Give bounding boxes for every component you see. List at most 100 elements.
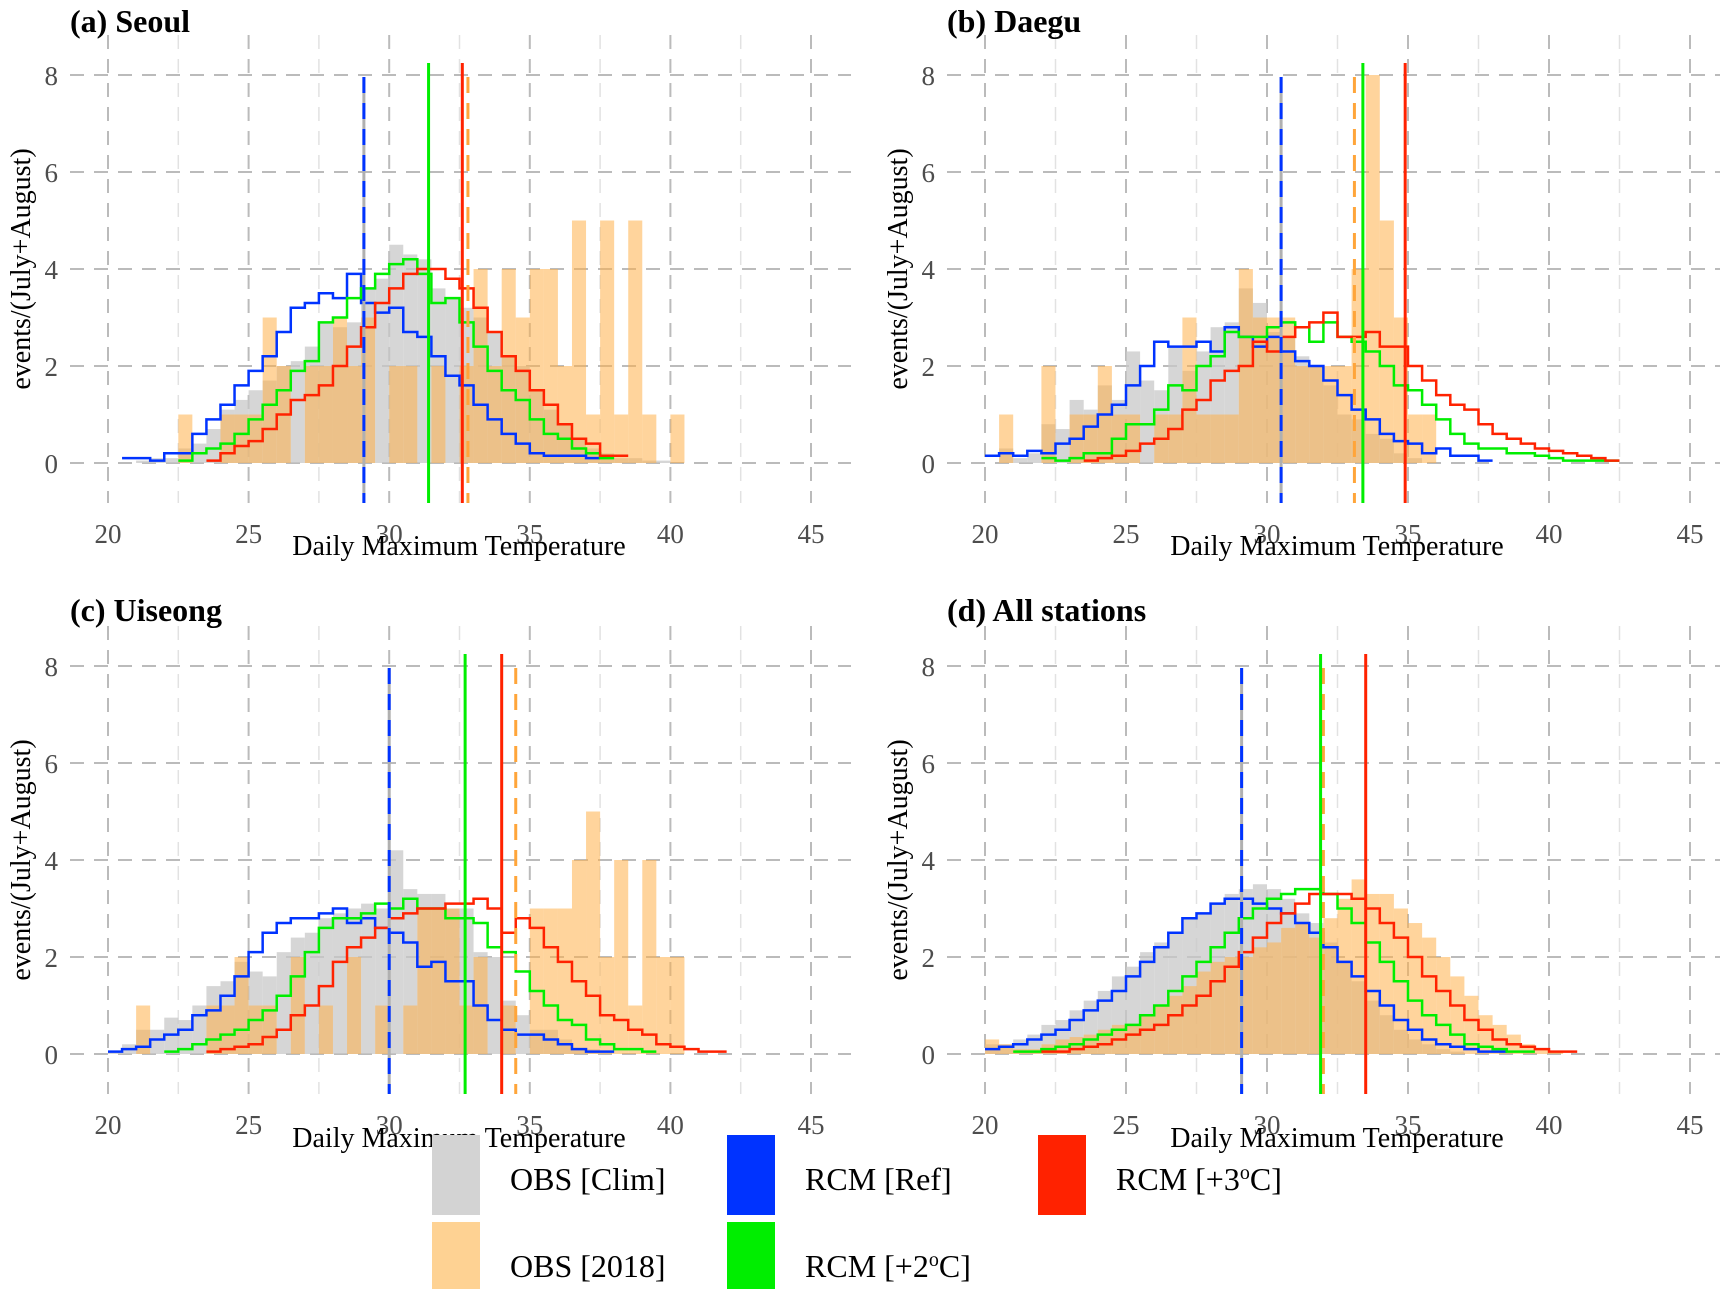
y-tick-label: 2 (45, 352, 59, 382)
bar-obs-2018 (543, 908, 558, 1054)
x-axis-label: Daily Maximum Temperature (292, 531, 625, 562)
bar-obs-2018 (1267, 317, 1282, 463)
bar-obs-2018 (318, 366, 333, 463)
bar-obs-2018 (248, 1005, 263, 1054)
y-tick-label: 0 (45, 1040, 59, 1070)
y-tick-label: 8 (45, 61, 59, 91)
x-tick-label: 20 (972, 519, 999, 549)
y-tick-label: 8 (45, 652, 59, 682)
bar-obs-2018 (1168, 414, 1183, 463)
bar-obs-2018 (1408, 414, 1423, 463)
y-tick-label: 4 (45, 846, 59, 876)
y-tick-label: 2 (45, 943, 59, 973)
step-rcm-ref (985, 897, 1507, 1053)
x-tick-label: 40 (657, 519, 684, 549)
step-rcm-plus2 (164, 897, 657, 1053)
bar-obs-2018 (178, 414, 193, 463)
y-tick-label: 0 (922, 1040, 936, 1070)
panel-title: (b) Daegu (947, 3, 1081, 39)
bar-obs-clim (389, 850, 404, 1054)
bar-obs-2018 (1365, 893, 1380, 1054)
legend-swatch-y2018 (432, 1222, 480, 1289)
x-axis-label: Daily Maximum Temperature (1170, 1123, 1503, 1154)
x-tick-label: 30 (1254, 1110, 1281, 1140)
bar-obs-clim (164, 458, 179, 463)
x-tick-label: 40 (657, 1110, 684, 1140)
x-tick-label: 35 (516, 519, 543, 549)
bar-obs-2018 (1408, 923, 1423, 1054)
x-tick-label: 25 (1113, 1110, 1140, 1140)
bar-obs-2018 (1520, 1044, 1535, 1054)
bar-obs-2018 (262, 1005, 277, 1054)
y-axis-label: events/(July+August) (883, 739, 914, 980)
bar-obs-clim (1140, 380, 1155, 463)
step-rcm-plus3 (206, 267, 629, 462)
y-tick-label: 2 (922, 352, 936, 382)
legend-label-y2018: OBS [2018] (510, 1248, 666, 1284)
legend-label-p3: RCM [+3oC] (1116, 1161, 1282, 1197)
step-rcm-plus2 (1041, 321, 1620, 462)
y-tick-label: 0 (922, 449, 936, 479)
bar-obs-clim (192, 1005, 207, 1054)
bar-obs-2018 (557, 366, 572, 463)
bar-obs-2018 (1323, 918, 1338, 1054)
bar-obs-2018 (642, 414, 657, 463)
bar-obs-2018 (332, 317, 348, 463)
x-axis-label: Daily Maximum Temperature (1170, 531, 1503, 562)
bar-obs-2018 (473, 269, 488, 463)
bar-obs-clim (304, 932, 319, 1054)
bar-obs-2018 (1154, 1005, 1169, 1054)
step-rcm-plus3 (1041, 892, 1578, 1053)
bar-obs-2018 (318, 1005, 333, 1054)
bar-obs-2018 (1379, 893, 1394, 1054)
bar-obs-2018 (375, 1005, 390, 1054)
bar-obs-2018 (403, 366, 418, 463)
bar-obs-2018 (220, 1005, 235, 1054)
bar-obs-2018 (1224, 414, 1239, 463)
bar-obs-clim (136, 460, 151, 463)
bar-obs-2018 (501, 269, 516, 463)
bar-obs-2018 (417, 908, 432, 1054)
bar-obs-2018 (600, 957, 615, 1054)
bar-obs-clim (375, 278, 390, 463)
x-tick-label: 20 (972, 1110, 999, 1140)
bar-obs-2018 (431, 908, 446, 1054)
bar-obs-clim (290, 361, 305, 463)
bar-obs-2018 (1083, 414, 1098, 463)
bar-obs-clim (1013, 458, 1028, 463)
panel-3: 20 25 30 35 40 45 0 2 4 6 8 (d) All stations Daily M… (883, 592, 1720, 1154)
bar-obs-2018 (403, 1005, 418, 1054)
y-tick-label: 0 (45, 449, 59, 479)
bar-obs-clim (1027, 453, 1042, 463)
panel-title: (d) All stations (947, 592, 1146, 628)
bar-obs-2018 (1083, 1034, 1098, 1054)
bar-obs-2018 (1534, 1049, 1549, 1054)
bar-obs-2018 (1196, 414, 1211, 463)
bar-obs-2018 (290, 957, 305, 1054)
bar-obs-2018 (1210, 961, 1225, 1054)
bar-obs-2018 (347, 366, 362, 463)
bar-obs-clim (332, 913, 348, 1054)
y-tick-label: 4 (922, 255, 936, 285)
x-tick-label: 20 (95, 519, 122, 549)
bar-obs-2018 (1252, 947, 1267, 1054)
y-axis-label: events/(July+August) (6, 148, 37, 389)
bar-obs-2018 (1041, 366, 1056, 463)
bar-obs-clim (206, 429, 221, 463)
bar-obs-2018 (1450, 976, 1465, 1054)
legend-swatch-p2 (727, 1222, 775, 1289)
bar-obs-2018 (1323, 366, 1338, 463)
bar-obs-2018 (136, 1005, 151, 1054)
legend-swatch-p3 (1038, 1135, 1086, 1215)
y-tick-label: 6 (922, 158, 936, 188)
bar-obs-2018 (670, 414, 685, 463)
panel-1: 20 25 30 35 40 45 0 2 4 6 8 (b) Daegu Daily Maximum … (883, 3, 1720, 562)
bar-obs-2018 (234, 414, 249, 463)
bar-obs-2018 (999, 1044, 1014, 1054)
bar-obs-2018 (1422, 937, 1437, 1054)
x-tick-label: 30 (376, 519, 403, 549)
legend: OBS [Clim] OBS [2018] RCM [Ref] RCM [+2oC] R… (432, 1135, 1282, 1289)
y-tick-label: 6 (45, 749, 59, 779)
x-tick-label: 30 (376, 1110, 403, 1140)
